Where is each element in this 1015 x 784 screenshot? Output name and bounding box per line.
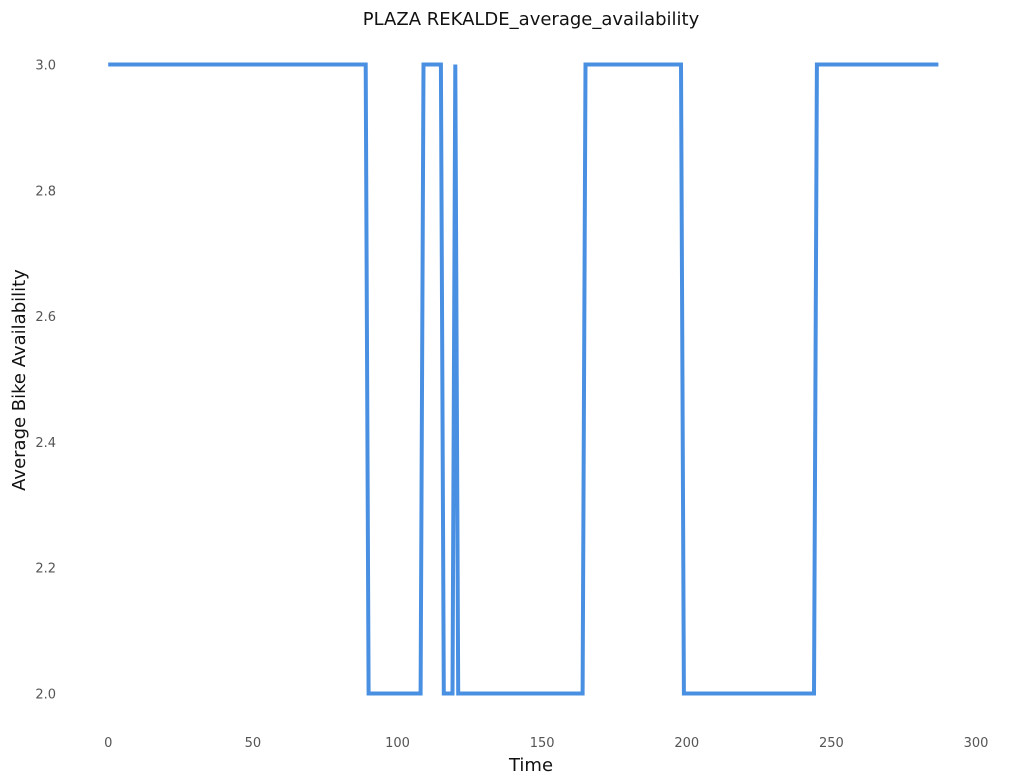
y-tick-label: 2.2 — [35, 562, 56, 577]
y-tick-label: 2.8 — [35, 184, 56, 199]
y-tick-label: 2.4 — [35, 436, 56, 451]
plot-series — [108, 62, 939, 696]
chart-title: PLAZA REKALDE_average_availability — [363, 9, 700, 30]
series-line — [108, 62, 939, 696]
y-tick-label: 2.0 — [35, 688, 56, 703]
y-tick-label: 3.0 — [35, 58, 56, 73]
x-tick-label: 200 — [674, 736, 699, 751]
x-tick-label: 100 — [385, 736, 410, 751]
y-tick-label: 2.6 — [35, 310, 56, 325]
x-axis-label: Time — [508, 755, 553, 776]
y-axis-ticks: 2.0 2.2 2.4 2.6 2.8 3.0 — [35, 58, 56, 702]
x-tick-label: 300 — [964, 736, 989, 751]
x-tick-label: 250 — [819, 736, 844, 751]
x-axis-ticks: 0 50 100 150 200 250 300 — [104, 736, 988, 751]
x-tick-label: 150 — [530, 736, 555, 751]
x-tick-label: 50 — [245, 736, 262, 751]
x-tick-label: 0 — [104, 736, 112, 751]
y-axis-label: Average Bike Availability — [9, 269, 30, 491]
